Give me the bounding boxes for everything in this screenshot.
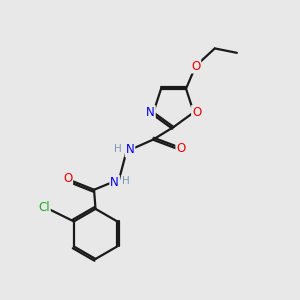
Text: N: N (110, 176, 119, 189)
Text: N: N (146, 106, 155, 119)
Text: Cl: Cl (38, 201, 50, 214)
Text: O: O (63, 172, 72, 185)
Text: N: N (126, 143, 134, 157)
Text: H: H (114, 144, 122, 154)
Text: O: O (191, 60, 200, 73)
Text: O: O (192, 106, 201, 119)
Text: O: O (176, 142, 185, 155)
Text: H: H (122, 176, 129, 186)
